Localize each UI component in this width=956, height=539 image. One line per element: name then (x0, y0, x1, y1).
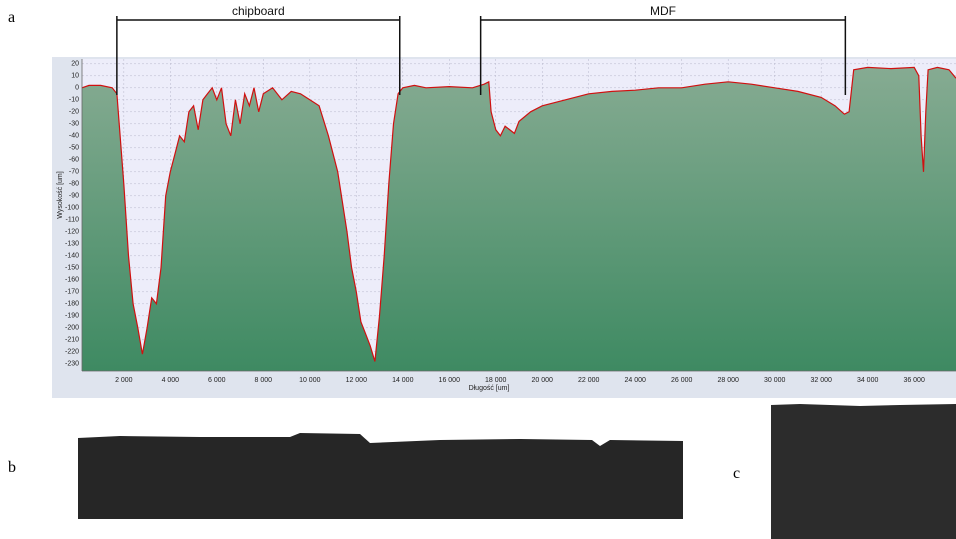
y-tick-label: -150 (65, 265, 79, 272)
y-tick-label: -140 (65, 253, 79, 260)
y-tick-label: -20 (69, 109, 79, 116)
area (82, 67, 956, 372)
x-tick-label: 22 000 (578, 377, 600, 384)
y-tick-label: -180 (65, 301, 79, 308)
x-tick-label: 36 000 (903, 377, 925, 384)
y-tick-label: -60 (69, 157, 79, 164)
y-tick-label: -190 (65, 313, 79, 320)
y-tick-label: -50 (69, 145, 79, 152)
panel-label: b (8, 459, 16, 476)
y-tick-label: -10 (69, 97, 79, 104)
y-axis-label: Wysokość [um] (57, 171, 64, 218)
annotation-label: chipboard (232, 4, 285, 18)
annotation-label: MDF (650, 4, 676, 18)
x-tick-label: 4 000 (162, 377, 180, 384)
profile-line (81, 66, 956, 362)
x-tick-label: 26 000 (671, 377, 693, 384)
x-tick-label: 2 000 (115, 377, 133, 384)
y-tick-label: -220 (65, 349, 79, 356)
photo-c (771, 404, 956, 539)
x-tick-label: 28 000 (717, 377, 739, 384)
y-tick-label: -110 (66, 217, 80, 224)
y-tick-label: -90 (69, 193, 79, 200)
x-tick-label: 14 000 (392, 377, 414, 384)
annotation-bracket: chipboard (116, 4, 401, 95)
x-tick-label: 34 000 (857, 377, 879, 384)
x-tick-label: 32 000 (810, 377, 832, 384)
y-tick-label: -100 (65, 205, 79, 212)
y-tick-label: -80 (69, 181, 79, 188)
y-tick-label: 0 (75, 85, 79, 92)
y-tick-label: 10 (71, 73, 79, 80)
x-tick-label: 6 000 (208, 377, 226, 384)
panel-label: c (733, 465, 740, 482)
y-tick-label: -70 (69, 169, 79, 176)
y-tick-label: 20 (71, 61, 79, 68)
annotation-bracket: MDF (479, 4, 847, 95)
y-tick-label: -170 (65, 289, 79, 296)
y-tick-label: -230 (65, 361, 79, 368)
photo-b (78, 433, 683, 519)
y-tick-label: -30 (69, 121, 79, 128)
x-tick-label: 30 000 (764, 377, 786, 384)
y-tick-label: -130 (65, 241, 79, 248)
x-tick-label: 8 000 (255, 377, 273, 384)
y-tick-label: -160 (65, 277, 79, 284)
y-tick-label: -210 (65, 337, 79, 344)
y-tick-label: -40 (69, 133, 79, 140)
x-tick-label: 18 000 (485, 377, 507, 384)
x-tick-label: 24 000 (625, 377, 647, 384)
x-tick-label: 20 000 (532, 377, 554, 384)
y-tick-label: -200 (65, 325, 79, 332)
x-axis-label: Długość [um] (469, 385, 510, 392)
panel-label: a (8, 9, 15, 26)
chart: 20 10 0 -10 -20 -30 -40 -50 -60 -70 -80 -90 -100 -110… (57, 59, 956, 392)
y-tick-label: -120 (65, 229, 79, 236)
x-tick-label: 16 000 (439, 377, 461, 384)
x-tick-label: 12 000 (346, 377, 368, 384)
x-tick-label: 10 000 (299, 377, 321, 384)
